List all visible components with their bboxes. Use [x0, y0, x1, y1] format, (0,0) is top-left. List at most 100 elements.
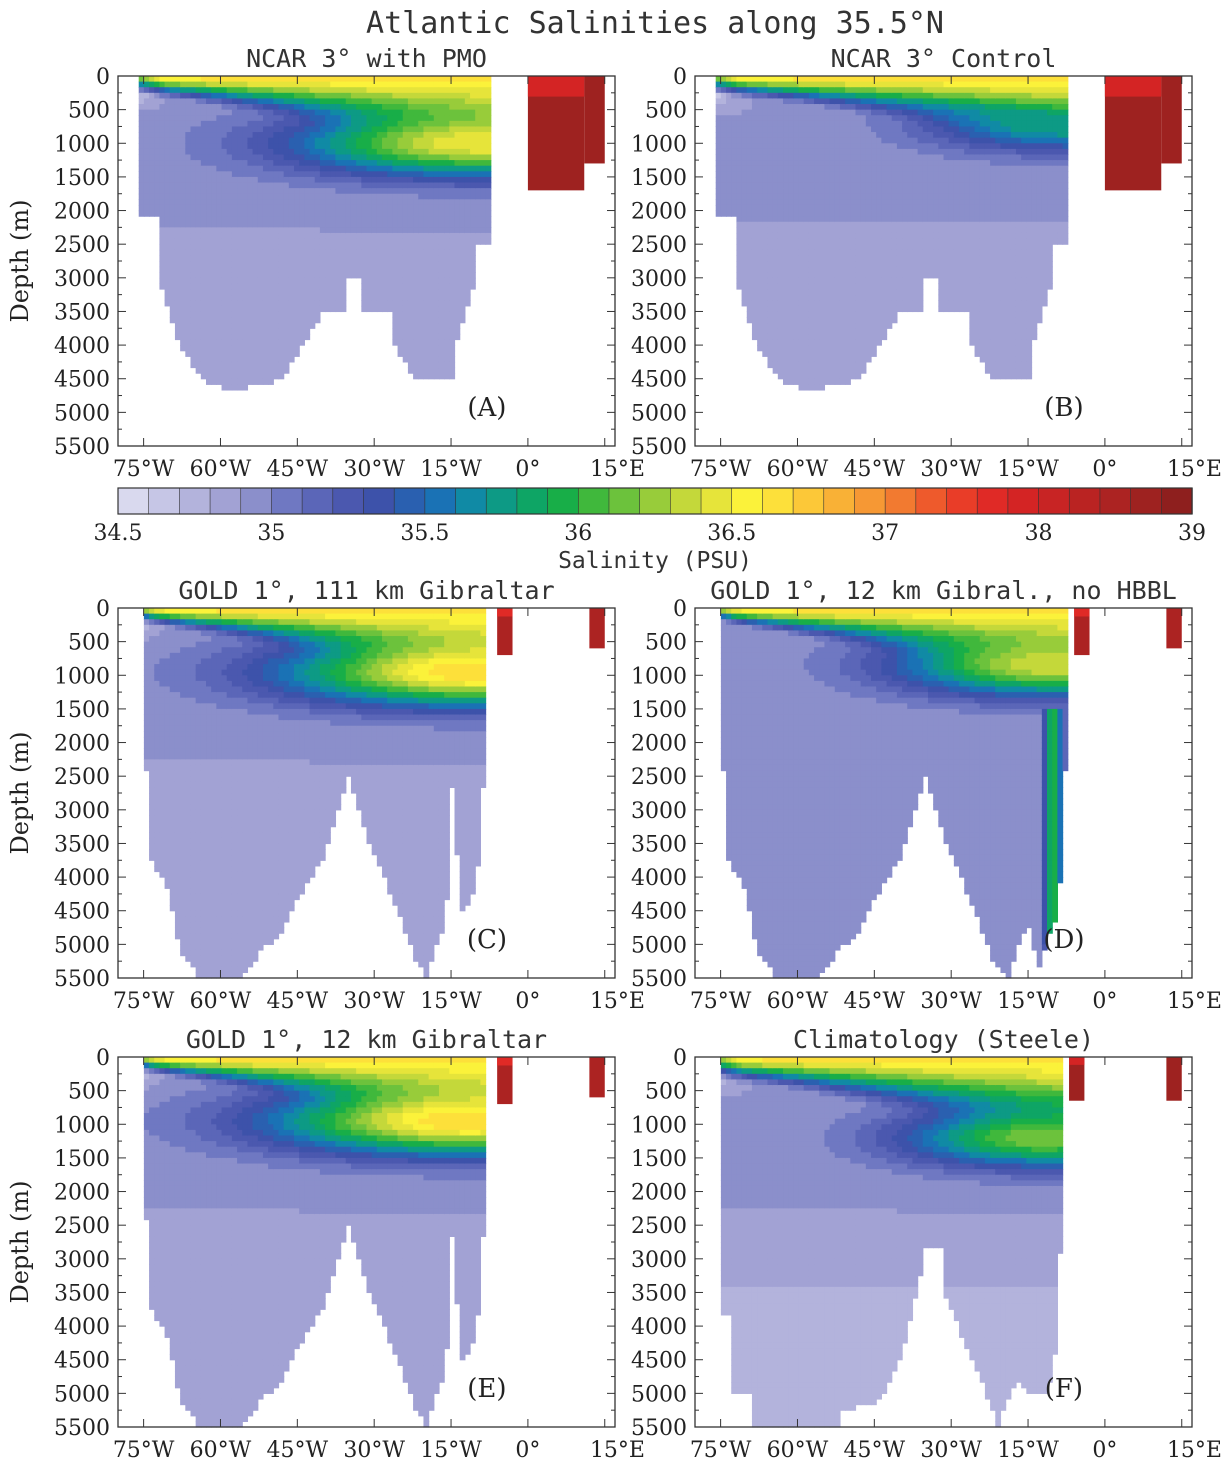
salinity-cell: [741, 294, 748, 301]
salinity-cell: [262, 266, 269, 273]
salinity-cell: [185, 160, 192, 167]
salinity-cell: [195, 350, 202, 357]
salinity-cell: [772, 143, 779, 150]
salinity-cell: [736, 76, 743, 83]
salinity-cell: [231, 232, 238, 240]
salinity-cell: [200, 210, 207, 217]
salinity-cell: [283, 143, 290, 150]
salinity-cell: [340, 87, 347, 94]
salinity-cell: [793, 199, 800, 206]
salinity-cell: [159, 261, 166, 268]
salinity-cell: [371, 98, 378, 105]
salinity-cell: [361, 238, 368, 245]
salinity-cell: [444, 294, 450, 301]
salinity-cell: [850, 311, 857, 318]
salinity-cell: [366, 81, 373, 88]
salinity-cell: [819, 210, 826, 217]
salinity-cell: [206, 300, 212, 307]
salinity-cell: [814, 176, 820, 184]
salinity-cell: [247, 333, 254, 341]
salinity-cell: [252, 350, 259, 357]
salinity-cell: [418, 373, 425, 380]
salinity-cell: [242, 322, 249, 329]
salinity-cell: [257, 266, 264, 273]
salinity-cell: [767, 232, 774, 240]
salinity-cell: [886, 305, 893, 313]
salinity-cell: [860, 367, 867, 374]
salinity-cell: [845, 176, 851, 184]
salinity-cell: [382, 154, 388, 161]
salinity-cell: [314, 87, 321, 94]
salinity-cell: [143, 115, 150, 122]
salinity-cell: [237, 356, 243, 363]
salinity-cell: [206, 305, 212, 313]
salinity-cell: [257, 249, 264, 256]
salinity-cell: [382, 272, 388, 279]
salinity-cell: [180, 204, 186, 212]
salinity-cell: [237, 193, 243, 200]
salinity-cell: [751, 148, 758, 156]
salinity-cell: [299, 333, 305, 341]
salinity-cell: [366, 171, 373, 178]
salinity-cell: [304, 176, 311, 184]
salinity-cell: [262, 143, 269, 150]
salinity-cell: [772, 182, 779, 189]
salinity-cell: [350, 115, 357, 122]
salinity-cell: [788, 283, 794, 290]
salinity-cell: [356, 216, 362, 223]
salinity-cell: [798, 272, 805, 279]
salinity-cell: [138, 98, 145, 105]
salinity-cell: [819, 92, 826, 100]
salinity-cell: [793, 289, 800, 296]
salinity-cell: [278, 160, 285, 167]
salinity-cell: [746, 188, 753, 195]
salinity-cell: [886, 294, 893, 301]
salinity-cell: [278, 373, 285, 380]
salinity-cell: [819, 311, 826, 318]
salinity-cell: [788, 317, 794, 324]
salinity-cell: [834, 81, 841, 88]
salinity-cell: [200, 143, 207, 150]
salinity-cell: [407, 333, 414, 341]
salinity-cell: [803, 272, 810, 279]
salinity-cell: [459, 244, 466, 251]
salinity-cell: [242, 266, 249, 273]
salinity-cell: [798, 176, 805, 184]
salinity-cell: [428, 255, 435, 262]
salinity-cell: [829, 109, 836, 116]
salinity-cell: [777, 350, 784, 357]
salinity-cell: [433, 373, 440, 380]
salinity-cell: [839, 176, 846, 184]
salinity-cell: [299, 216, 305, 223]
salinity-cell: [309, 277, 316, 285]
salinity-cell: [231, 255, 238, 262]
salinity-cell: [174, 328, 181, 335]
salinity-cell: [751, 238, 758, 245]
salinity-cell: [361, 132, 368, 139]
salinity-cell: [330, 92, 337, 100]
salinity-cell: [788, 261, 794, 268]
salinity-cell: [896, 238, 903, 245]
salinity-cell: [226, 322, 233, 329]
salinity-cell: [330, 210, 337, 217]
salinity-cell: [751, 221, 758, 228]
salinity-cell: [470, 238, 476, 245]
salinity-cell: [454, 232, 461, 240]
salinity-cell: [387, 87, 393, 94]
salinity-cell: [216, 277, 223, 285]
salinity-cell: [829, 238, 836, 245]
salinity-cell: [149, 188, 155, 195]
salinity-cell: [459, 109, 466, 116]
salinity-cell: [371, 182, 378, 189]
salinity-cell: [366, 115, 373, 122]
salinity-cell: [407, 289, 414, 296]
salinity-cell: [397, 182, 404, 189]
salinity-cell: [221, 300, 228, 307]
salinity-cell: [382, 126, 388, 133]
salinity-cell: [808, 143, 815, 150]
salinity-cell: [726, 137, 732, 144]
salinity-cell: [720, 193, 727, 200]
salinity-cell: [330, 300, 337, 307]
y-tick-label: 0: [96, 65, 110, 90]
salinity-cell: [746, 98, 753, 105]
